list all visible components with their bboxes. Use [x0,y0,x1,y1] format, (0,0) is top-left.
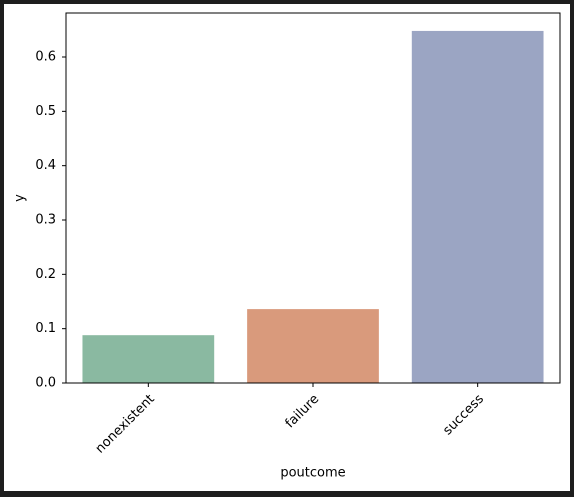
y-tick-label: 0.0 [35,376,56,391]
bar [247,309,379,383]
y-tick-label: 0.6 [35,50,56,65]
plot-frame [65,12,561,384]
bar [82,335,215,383]
y-tick-label: 0.3 [35,213,56,228]
y-tick-label: 0.4 [35,158,56,173]
y-tick-label: 0.5 [35,104,56,119]
bar [411,30,544,384]
y-tick-label: 0.2 [35,267,56,282]
y-tick-label: 0.1 [35,321,56,336]
y-axis-label: y [13,194,28,202]
x-axis-label: poutcome [280,466,345,481]
